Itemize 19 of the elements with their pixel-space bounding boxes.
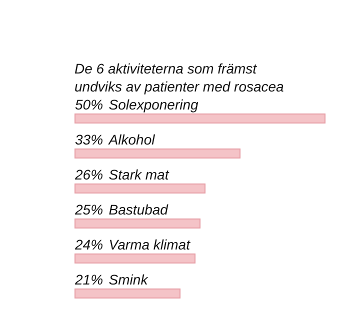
data-label: 21%	[74, 272, 104, 288]
y-tick-label: Varma klimat	[108, 236, 192, 252]
bar	[74, 148, 240, 158]
bar	[74, 184, 206, 194]
y-tick-label: Alkohol	[108, 132, 156, 148]
bar	[74, 254, 196, 264]
data-label: 26%	[74, 166, 104, 182]
y-tick-label: Smink	[108, 272, 149, 288]
data-label: 33%	[75, 132, 104, 148]
y-tick-label: Solexponering	[108, 96, 199, 112]
y-tick-label: Bastubad	[108, 202, 170, 218]
data-label: 25%	[74, 202, 104, 218]
y-tick-label: Stark mat	[108, 166, 170, 182]
chart-title: De 6 aktiviteterna som främst undviks av patienter med rosacea	[74, 60, 284, 94]
data-label: 24%	[74, 236, 104, 252]
bar	[74, 288, 180, 298]
data-label: 50%	[75, 96, 104, 112]
bar	[74, 114, 326, 124]
bar	[74, 218, 200, 228]
